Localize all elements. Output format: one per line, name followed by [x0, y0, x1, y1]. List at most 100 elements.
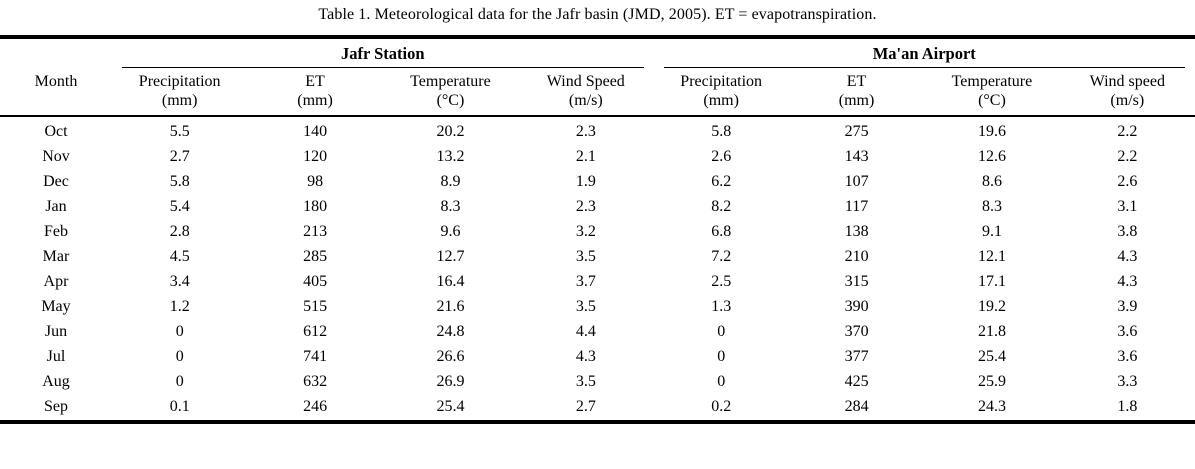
meteorological-table: Jafr Station Ma'an Airport Month Precipi…: [0, 39, 1195, 420]
value-cell: 5.8: [169, 173, 190, 190]
value-cell: 5.8: [711, 123, 732, 140]
unit-jafr-wind-speed: (m/s): [518, 91, 654, 117]
value-cell: 632: [303, 373, 328, 390]
value-cell: 1.9: [575, 173, 596, 190]
table-row: Dec 5.8 98 8.9 1.9 6.2 107 8.6 2.6: [0, 170, 1195, 195]
value-cell: 24.3: [977, 398, 1006, 415]
value-cell: 2.6: [711, 148, 732, 165]
value-cell: 8.3: [440, 198, 461, 215]
unit-jafr-precipitation: (mm): [112, 91, 248, 117]
month-column-spacer: [0, 39, 112, 68]
value-cell: 0: [717, 323, 726, 340]
value-cell: 6.8: [711, 223, 732, 240]
value-cell: 1.8: [1117, 398, 1138, 415]
value-cell: 7.2: [711, 248, 732, 265]
value-cell: 2.5: [711, 273, 732, 290]
value-cell: 285: [303, 248, 328, 265]
value-cell: 3.9: [1117, 298, 1138, 315]
group-header-jafr-station: Jafr Station: [112, 39, 654, 68]
value-cell: 210: [844, 248, 869, 265]
table-row: Sep 0.1 246 25.4 2.7 0.2 284 24.3 1.8: [0, 395, 1195, 420]
column-name-row: Month Precipitation ET Temperature Wind …: [0, 68, 1195, 117]
column-header-jafr-temperature: Temperature: [410, 73, 491, 90]
value-cell: 1.3: [711, 298, 732, 315]
unit-maan-et: (mm): [788, 91, 925, 117]
value-cell: 3.5: [575, 373, 596, 390]
value-cell: 107: [844, 173, 869, 190]
value-cell: 1.2: [169, 298, 190, 315]
value-cell: 3.1: [1117, 198, 1138, 215]
unit-maan-temperature: (°C): [924, 91, 1060, 117]
month-cell: Jan: [45, 198, 67, 215]
value-cell: 12.1: [977, 248, 1006, 265]
value-cell: 16.4: [436, 273, 465, 290]
value-cell: 25.9: [977, 373, 1006, 390]
unit-maan-precipitation: (mm): [653, 91, 789, 117]
value-cell: 3.5: [575, 298, 596, 315]
unit-maan-wind-speed: (m/s): [1059, 91, 1195, 117]
value-cell: 120: [303, 148, 328, 165]
value-cell: 8.2: [711, 198, 732, 215]
value-cell: 2.7: [169, 148, 190, 165]
column-unit-row: (mm) (mm) (°C) (m/s) (mm) (mm) (°C) (m/s…: [0, 91, 1195, 117]
month-cell: Nov: [42, 148, 70, 165]
top-double-rule: [0, 35, 1195, 39]
column-header-maan-et: ET: [846, 73, 867, 90]
value-cell: 2.7: [575, 398, 596, 415]
month-cell: Jun: [44, 323, 68, 340]
month-cell: Jul: [46, 348, 66, 365]
month-cell: Oct: [44, 123, 68, 140]
month-cell: Feb: [44, 223, 68, 240]
month-cell: May: [41, 298, 71, 315]
value-cell: 515: [303, 298, 328, 315]
value-cell: 3.7: [575, 273, 596, 290]
value-cell: 5.4: [169, 198, 190, 215]
table-row: Aug 0 632 26.9 3.5 0 425 25.9 3.3: [0, 370, 1195, 395]
value-cell: 0: [717, 373, 726, 390]
table-row: Apr 3.4 405 16.4 3.7 2.5 315 17.1 4.3: [0, 270, 1195, 295]
table-row: Jan 5.4 180 8.3 2.3 8.2 117 8.3 3.1: [0, 195, 1195, 220]
column-header-maan-wind-speed: Wind speed: [1089, 73, 1165, 90]
value-cell: 2.2: [1117, 148, 1138, 165]
value-cell: 405: [303, 273, 328, 290]
value-cell: 19.6: [977, 123, 1006, 140]
value-cell: 26.9: [436, 373, 465, 390]
column-header-jafr-et: ET: [305, 73, 325, 90]
column-header-maan-temperature: Temperature: [951, 73, 1033, 90]
value-cell: 4.3: [1117, 273, 1138, 290]
value-cell: 6.2: [711, 173, 732, 190]
value-cell: 140: [303, 123, 328, 140]
value-cell: 0: [175, 323, 184, 340]
value-cell: 143: [844, 148, 869, 165]
value-cell: 213: [303, 223, 328, 240]
value-cell: 20.2: [436, 123, 465, 140]
value-cell: 0.2: [711, 398, 732, 415]
month-column-header: Month: [0, 68, 112, 117]
bottom-double-rule: [0, 419, 1195, 424]
value-cell: 3.6: [1117, 348, 1138, 365]
table-row: Jul 0 741 26.6 4.3 0 377 25.4 3.6: [0, 345, 1195, 370]
group-header-jafr-station-label: Jafr Station: [122, 44, 644, 68]
value-cell: 425: [844, 373, 869, 390]
value-cell: 741: [303, 348, 328, 365]
value-cell: 2.1: [575, 148, 596, 165]
column-header-maan-precipitation: Precipitation: [680, 73, 763, 90]
table-row: Oct 5.5 140 20.2 2.3 5.8 275 19.6 2.2: [0, 116, 1195, 145]
table-row: Feb 2.8 213 9.6 3.2 6.8 138 9.1 3.8: [0, 220, 1195, 245]
value-cell: 0: [175, 348, 184, 365]
value-cell: 612: [303, 323, 328, 340]
group-header-row: Jafr Station Ma'an Airport: [0, 39, 1195, 68]
column-header-jafr-wind-speed: Wind Speed: [546, 73, 625, 90]
value-cell: 3.5: [575, 248, 596, 265]
value-cell: 3.3: [1117, 373, 1138, 390]
value-cell: 9.6: [440, 223, 461, 240]
value-cell: 275: [844, 123, 869, 140]
value-cell: 19.2: [977, 298, 1006, 315]
value-cell: 4.3: [575, 348, 596, 365]
table-row: Mar 4.5 285 12.7 3.5 7.2 210 12.1 4.3: [0, 245, 1195, 270]
unit-jafr-et: (mm): [247, 91, 383, 117]
value-cell: 4.4: [575, 323, 596, 340]
value-cell: 315: [844, 273, 869, 290]
value-cell: 21.8: [977, 323, 1006, 340]
value-cell: 8.9: [440, 173, 461, 190]
